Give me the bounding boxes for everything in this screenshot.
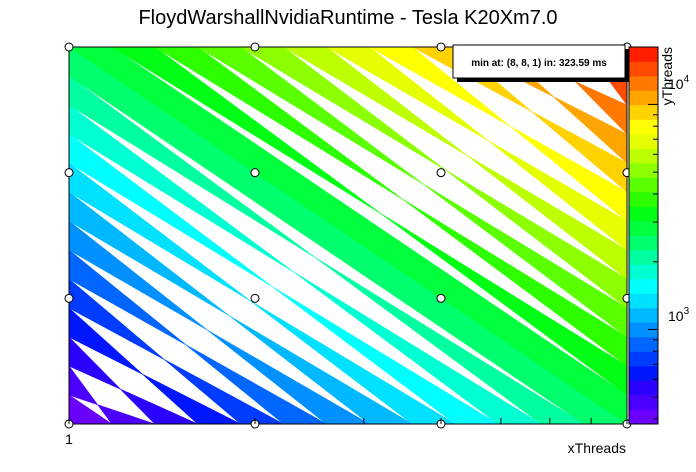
color-scale-bar [629,47,658,425]
color-scale-band [629,76,658,91]
contour-band [325,47,627,251]
min-annotation-text: min at: (8, 8, 1) in: 323.59 ms [471,58,607,69]
contour-band [69,278,284,424]
color-scale-band [629,90,658,106]
color-scale-band [629,409,658,425]
contour-band [111,47,627,396]
contour-band [69,249,328,424]
z-tick-base: 10 [668,308,684,324]
data-point [436,168,446,178]
data-point [436,42,446,52]
plot-frame [68,46,628,425]
contour-band [154,47,627,367]
data-point [250,293,260,303]
svg-text:103: 103 [668,306,690,324]
contour-band [455,47,627,164]
color-scale-band [629,380,658,396]
color-scale-band [629,351,658,367]
contour-band [368,47,627,222]
data-point [64,42,74,52]
x-axis [68,412,628,424]
z-tick-base: 10 [668,76,684,92]
color-scale-band [629,206,658,222]
x-tick-label: 1 [65,431,73,447]
contour-band [240,47,627,309]
color-scale-band [629,366,658,381]
color-scale-frame [628,46,659,425]
color-scale-band [629,119,658,135]
color-scale-band [629,134,658,149]
z-tick-exponent: 3 [684,306,690,317]
color-scale-band [629,61,658,77]
contour-band [69,162,456,424]
contour-band [197,47,627,338]
color-scale-band [629,279,658,294]
color-scale-band [629,235,658,251]
min-annotation-box: min at: (8, 8, 1) in: 323.59 ms [452,44,629,82]
y-axis-label: yThreads [659,47,675,105]
contour-band [69,336,198,424]
color-scale-band [629,105,658,120]
color-scale-band [629,264,658,280]
x-axis-label: xThreads [568,440,626,456]
z-tick-exponent: 4 [684,74,690,85]
color-scale-band [629,337,658,352]
color-scale-band [629,163,658,178]
data-point [250,42,260,52]
svg-text:104: 104 [668,74,690,92]
color-scale-band [629,308,658,323]
data-point [250,168,260,178]
color-scale-band [629,293,658,309]
color-scale-band [629,192,658,207]
chart-title: FloydWarshallNvidiaRuntime - Tesla K20Xm… [138,7,557,29]
z-tick-label-1000: 103 [668,306,690,324]
contour-band [283,47,627,280]
contour-band [69,75,585,424]
data-point [436,293,446,303]
data-point [64,168,74,178]
contour-band [69,191,413,424]
color-scale-band [629,177,658,193]
color-scale-band [629,221,658,236]
contour-band [69,365,155,424]
contour-band [69,307,241,424]
color-scale-band [629,148,658,164]
color-scale-band [629,250,658,265]
color-scale-ticks [648,103,658,420]
contour-band [69,104,542,424]
color-scale-band [629,395,658,410]
plot-area [69,47,627,424]
z-tick-label-10000: 104 [668,74,690,92]
color-scale-band [629,47,658,62]
color-scale-band [629,322,658,338]
data-point [64,293,74,303]
contour-band [412,47,627,193]
contour-band [69,394,113,424]
contour-band [69,133,499,424]
contour-band [69,220,371,424]
